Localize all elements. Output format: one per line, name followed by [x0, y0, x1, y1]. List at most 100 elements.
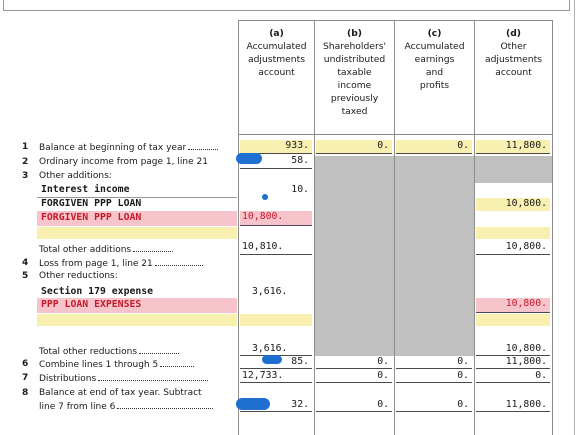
column-divider-left: [238, 20, 239, 435]
row-label-other-reductions: Other reductions:: [39, 271, 118, 281]
column-d-line: adjustments: [484, 54, 543, 65]
blocked-area-b: [315, 156, 394, 356]
reduction-label: Section 179 expense: [41, 286, 154, 297]
column-a-letter: (a): [269, 28, 284, 39]
input-r1-b[interactable]: 0.: [316, 140, 392, 154]
top-frame: [3, 0, 570, 11]
value-tot-add-d: 10,800.: [476, 241, 550, 255]
value-tot-red-d: 10,800.: [476, 343, 550, 356]
row-label-other-additions: Other additions:: [39, 171, 112, 181]
blank-addition-row[interactable]: [37, 227, 237, 239]
column-a-line: adjustments: [247, 54, 306, 65]
line-number: 7: [22, 373, 29, 383]
value-r8-c: 0.: [396, 399, 472, 412]
line-number: 6: [22, 359, 29, 369]
cursor-dot: [262, 194, 268, 200]
blank-reduction-d[interactable]: [476, 314, 550, 326]
column-c-line: Accumulated: [404, 41, 465, 52]
column-c-letter: (c): [427, 28, 442, 39]
addition-row-forgiven-2[interactable]: FORGIVEN PPP LOAN: [37, 211, 237, 226]
line-number: 2: [22, 157, 29, 167]
value-r6-c: 0.: [396, 356, 472, 369]
row-label-distributions: Distributions: [39, 373, 209, 384]
line-number: 8: [22, 388, 29, 398]
row-label-total-reductions: Total other reductions: [39, 346, 180, 357]
value-r8-d: 11,800.: [476, 399, 550, 412]
column-header-d: (d) Other adjustments account: [475, 27, 552, 79]
value-r7-d: 0.: [476, 370, 550, 383]
line-number: 3: [22, 171, 29, 181]
row-label-balance-beginning: Balance at beginning of tax year: [39, 142, 219, 153]
column-c-line: profits: [419, 80, 450, 91]
reduction-label: PPP LOAN EXPENSES: [41, 299, 142, 310]
redaction-mark: [236, 398, 270, 410]
value-add2-d[interactable]: 10,800.: [476, 198, 550, 211]
row-label-loss: Loss from page 1, line 21: [39, 258, 203, 269]
column-c-line: earnings: [414, 54, 455, 65]
blank-reduction-a[interactable]: [240, 314, 312, 326]
column-a-line: Accumulated: [246, 41, 307, 52]
column-b-line: undistributed: [323, 54, 386, 65]
value-add1-a[interactable]: 10.: [291, 184, 309, 195]
column-b-line: taxed: [341, 106, 368, 117]
row-label-total-additions: Total other additions: [39, 244, 174, 255]
row-label-balance-end-line2: line 7 from line 6: [39, 401, 214, 412]
blank-addition-d[interactable]: [476, 227, 550, 239]
addition-row-forgiven-1[interactable]: FORGIVEN PPP LOAN: [37, 198, 235, 210]
input-r1-a[interactable]: 933.: [240, 140, 312, 154]
redaction-mark: [236, 153, 262, 164]
blocked-area-d: [475, 156, 552, 183]
value-r7-b: 0.: [316, 370, 392, 383]
column-b-line: Shareholders': [322, 41, 387, 52]
row-label-ordinary-income: Ordinary income from page 1, line 21: [39, 157, 208, 167]
value-r7-a: 12,733.: [240, 370, 312, 383]
column-b-letter: (b): [347, 28, 362, 39]
column-d-line: Other: [500, 41, 527, 52]
header-top-border: [238, 20, 553, 21]
row-label-combine: Combine lines 1 through 5: [39, 359, 195, 370]
value-r6-d: 11,800.: [476, 356, 550, 369]
column-c-line: and: [425, 67, 444, 78]
redaction-mark: [262, 355, 282, 364]
column-header-b: (b) Shareholders' undistributed taxable …: [315, 27, 394, 118]
addition-label: FORGIVEN PPP LOAN: [41, 198, 142, 209]
row-divider: [37, 197, 237, 198]
value-r8-b: 0.: [316, 399, 392, 412]
column-header-c: (c) Accumulated earnings and profits: [395, 27, 474, 92]
column-b-line: previously: [330, 93, 379, 104]
input-r1-c[interactable]: 0.: [396, 140, 472, 154]
addition-label: Interest income: [41, 184, 130, 195]
value-tot-add-a: 10,810.: [240, 241, 312, 255]
addition-label: FORGIVEN PPP LOAN: [41, 212, 142, 223]
column-divider-cd: [474, 20, 475, 435]
value-r6-a: 85.: [240, 356, 312, 369]
line-number: 5: [22, 271, 29, 281]
value-red2-d[interactable]: 10,800.: [476, 298, 550, 313]
right-frame-line: [574, 0, 575, 435]
column-d-letter: (d): [506, 28, 521, 39]
blocked-area-c: [395, 156, 474, 356]
header-bottom-border: [238, 134, 553, 135]
line-number: 1: [22, 142, 29, 152]
column-divider-ab: [314, 20, 315, 435]
blank-reduction-row[interactable]: [37, 314, 237, 326]
value-r6-b: 0.: [316, 356, 392, 369]
column-d-line: account: [495, 67, 532, 78]
column-b-line: income: [337, 80, 372, 91]
row-label-balance-end: Balance at end of tax year. Subtract: [39, 388, 202, 398]
reduction-row-section179[interactable]: Section 179 expense: [37, 286, 235, 298]
column-a-line: account: [258, 67, 295, 78]
column-divider-right: [552, 20, 553, 435]
column-header-a: (a) Accumulated adjustments account: [239, 27, 314, 79]
value-red1-a[interactable]: 3,616.: [252, 286, 288, 297]
value-add3-a[interactable]: 10,800.: [240, 211, 312, 226]
addition-row-interest[interactable]: Interest income: [37, 184, 235, 196]
value-r7-c: 0.: [396, 370, 472, 383]
value-r2-a: 58.: [240, 155, 312, 169]
column-b-line: taxable: [337, 67, 372, 78]
line-number: 4: [22, 258, 29, 268]
column-divider-bc: [394, 20, 395, 435]
input-r1-d[interactable]: 11,800.: [476, 140, 550, 154]
value-r8-a: 32.: [240, 399, 312, 412]
reduction-row-ppp-expenses[interactable]: PPP LOAN EXPENSES: [37, 298, 237, 313]
